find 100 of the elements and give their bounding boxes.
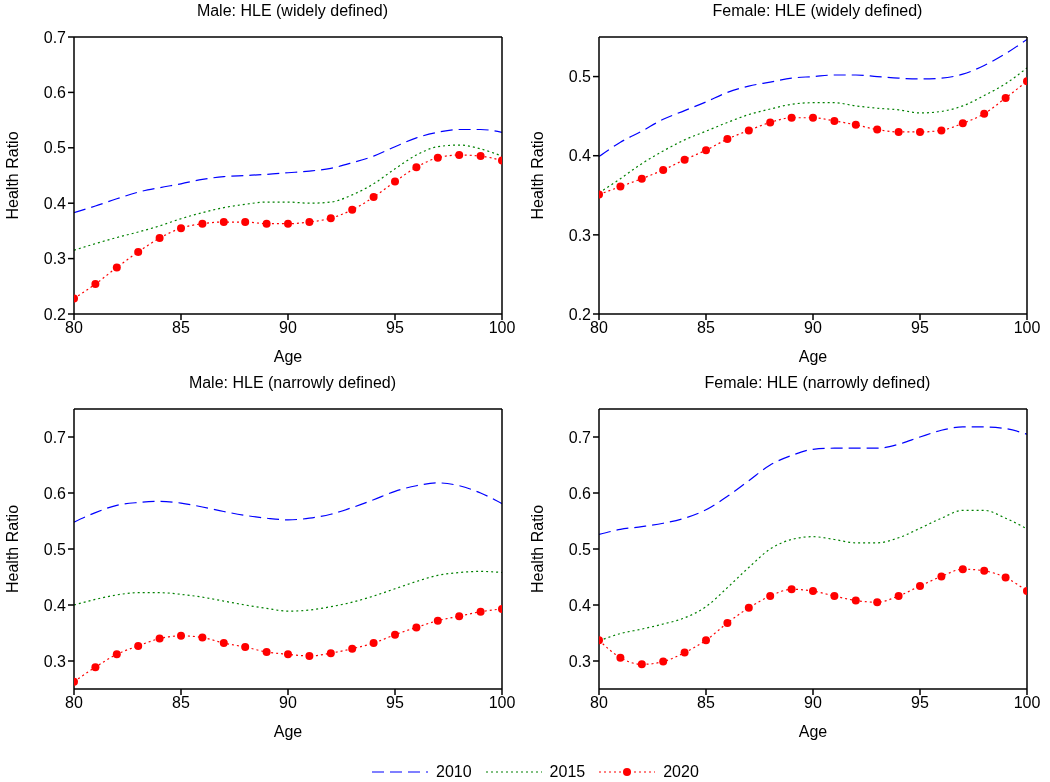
y-tick-label: 0.5: [568, 540, 592, 558]
x-tick-label: 90: [279, 694, 297, 712]
point: [369, 193, 378, 202]
y-tick-label: 0.4: [568, 596, 592, 614]
point: [830, 116, 839, 125]
chart-title: Male: HLE (widely defined): [195, 2, 390, 20]
point: [219, 639, 228, 648]
point: [659, 165, 668, 174]
y-tick-label: 0.7: [568, 428, 592, 446]
point: [744, 126, 753, 135]
y-tick-label: 0.5: [568, 68, 592, 86]
point: [219, 218, 228, 227]
line-series: [599, 426, 1027, 536]
point: [284, 650, 292, 659]
x-axis-title: Age: [798, 723, 828, 740]
point: [241, 643, 250, 651]
legend-label: 2020: [663, 763, 699, 781]
point: [659, 657, 668, 666]
point: [326, 214, 335, 223]
x-tick-label: 80: [65, 319, 83, 337]
x-tick-label: 95: [911, 319, 929, 337]
point: [894, 127, 903, 136]
x-tick-label: 90: [804, 694, 822, 712]
point: [916, 127, 924, 136]
point: [637, 174, 646, 183]
point: [894, 592, 903, 601]
x-tick-label: 100: [488, 319, 516, 337]
y-tick-label: 0.5: [43, 139, 67, 157]
y-tick-label: 0.6: [43, 84, 67, 102]
point: [262, 219, 271, 228]
y-tick-label: 0.2: [43, 305, 67, 323]
x-tick-label: 90: [804, 319, 822, 337]
x-tick-label: 95: [911, 694, 929, 712]
point: [134, 641, 143, 650]
point: [433, 616, 442, 625]
point: [873, 598, 882, 607]
y-tick-label: 0.4: [43, 194, 67, 212]
point: [766, 118, 775, 127]
point: [980, 109, 989, 118]
point: [680, 648, 689, 657]
point: [476, 152, 485, 161]
chart-title: Female: HLE (narrowly defined): [703, 374, 932, 392]
point: [702, 636, 710, 645]
point: [391, 177, 399, 186]
point: [326, 649, 335, 658]
point: [391, 630, 399, 639]
point: [980, 566, 989, 575]
point: [937, 572, 946, 581]
x-tick-label: 80: [65, 694, 83, 712]
y-axis-title: Health Ratio: [528, 131, 546, 220]
y-tick-label: 0.6: [43, 484, 67, 502]
point: [112, 650, 121, 659]
point: [809, 587, 817, 595]
point: [412, 623, 421, 632]
y-tick-label: 0.3: [43, 652, 67, 670]
x-tick-label: 80: [590, 319, 608, 337]
point: [412, 163, 421, 172]
point: [91, 663, 100, 672]
y-axis-title: Health Ratio: [3, 131, 21, 220]
point: [369, 639, 378, 648]
y-tick-label: 0.7: [43, 428, 67, 446]
point: [744, 603, 753, 612]
y-tick-label: 0.3: [43, 250, 67, 268]
x-tick-label: 80: [590, 694, 608, 712]
point: [851, 596, 860, 605]
chart-title: Male: HLE (narrowly defined): [187, 374, 398, 392]
point: [958, 565, 967, 574]
point: [723, 618, 732, 627]
y-axis-title: Health Ratio: [528, 504, 546, 594]
point: [787, 113, 796, 122]
x-tick-label: 95: [386, 694, 404, 712]
line-series: [74, 482, 502, 523]
point: [851, 120, 860, 129]
x-tick-label: 85: [172, 694, 190, 712]
point: [91, 280, 100, 289]
point: [155, 634, 164, 643]
legend-label: 2015: [549, 763, 586, 781]
y-tick-label: 0.3: [568, 226, 592, 244]
y-tick-label: 0.2: [568, 305, 592, 323]
point: [787, 585, 796, 594]
point: [723, 135, 732, 144]
point: [455, 151, 464, 159]
x-tick-label: 100: [1013, 319, 1041, 337]
x-tick-label: 100: [1013, 694, 1041, 712]
point: [348, 205, 357, 214]
y-tick-label: 0.7: [43, 28, 67, 46]
point: [476, 607, 485, 616]
y-tick-label: 0.4: [568, 147, 592, 165]
point: [616, 182, 625, 191]
point: [455, 612, 464, 621]
y-tick-label: 0.4: [43, 596, 67, 614]
point: [937, 126, 946, 135]
point: [958, 119, 967, 128]
point: [637, 660, 646, 669]
point: [241, 218, 250, 227]
point: [348, 644, 357, 653]
y-tick-label: 0.3: [568, 652, 592, 670]
point: [1001, 573, 1010, 582]
point: [262, 648, 271, 657]
point: [702, 146, 710, 155]
